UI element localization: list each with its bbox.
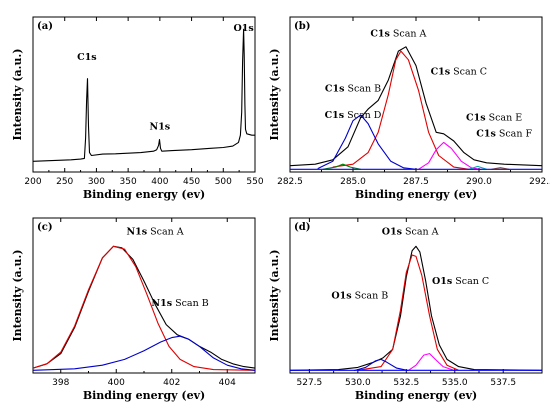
y-axis-label: Intensity (a.u.) [11,249,24,341]
x-tick-label: 300 [88,177,105,187]
panel-1: 200 250 300 350 400 450 500 550 Binding energy (… [11,16,264,201]
series-line-4 [418,141,482,171]
peak-annotation-element: C1s [77,52,97,63]
peak-annotation: O1s [233,23,253,34]
peak-annotation-element: O1s [432,276,452,287]
series-line-2 [332,50,469,170]
peak-annotation: C1s Scan C [431,66,487,77]
x-tick-label: 550 [246,177,263,187]
peak-annotation-element: O1s [233,23,253,34]
peak-annotation-element: O1s [331,291,351,302]
peak-annotation-element: N1s [127,227,148,238]
series-line-3 [353,358,409,372]
panel-label: (c) [37,222,53,233]
peak-annotation: O1s Scan A [382,227,439,238]
x-tick-label: 285.0 [340,177,366,187]
panel-4: 527.5 530.0 532.5 535.0 537.5 Binding energy … [268,217,543,402]
x-tick-label: 527.5 [297,378,323,388]
series-line-1 [289,46,543,167]
peak-annotation-scan: Scan F [496,129,533,140]
x-tick-label: 287.5 [403,177,429,187]
x-tick-label: 532.5 [393,378,419,388]
series-line-2 [357,254,459,371]
x-tick-label: 200 [24,177,41,187]
panel-2: 282.5 285.0 287.5 290.0 292.5 Binding energy … [268,16,550,201]
peak-annotation: C1s Scan E [466,113,522,124]
x-tick-label: 450 [183,177,200,187]
x-tick-label: 350 [120,177,137,187]
x-axis-label: Binding energy (ev) [355,188,477,201]
x-tick-label: 500 [215,177,232,187]
series-line-1 [32,28,255,162]
peak-annotation-element: C1s [466,113,486,124]
peak-annotation-element: N1s [150,121,171,132]
x-tick-label: 535.0 [442,378,468,388]
y-axis-label: Intensity (a.u.) [11,48,24,140]
peak-annotation-element: C1s [431,66,451,77]
series-line-1 [32,245,256,369]
x-tick-label: 282.5 [277,177,303,187]
peak-annotation-scan: Scan C [452,276,489,287]
peak-annotation: C1s Scan F [476,129,532,140]
y-axis-label: Intensity (a.u.) [268,249,281,341]
x-tick-label: 290.0 [466,177,492,187]
peak-annotation: O1s Scan B [331,291,388,302]
plot-frame [289,217,543,374]
series-line-1 [289,245,543,371]
peak-annotation-element: C1s [325,110,345,121]
panel-label: (b) [294,21,310,32]
peak-annotation-scan: Scan D [344,110,382,121]
x-tick-label: 537.5 [490,378,516,388]
x-tick-label: 400 [108,378,125,388]
peak-annotation-element: O1s [382,227,402,238]
x-tick-label: 250 [56,177,73,187]
peak-annotation: N1s [150,121,171,132]
peak-annotation: C1s Scan B [325,84,381,95]
series-line-3 [32,335,256,371]
peak-annotation-scan: Scan B [172,298,209,309]
panel-label: (d) [294,222,310,233]
peak-annotation: C1s Scan A [370,29,426,40]
peak-annotation-scan: Scan A [390,29,427,40]
series-line-5 [322,163,361,170]
x-tick-label: 400 [151,177,168,187]
x-axis-label: Binding energy (ev) [355,389,477,402]
series-line-6 [468,165,487,170]
x-tick-label: 398 [52,378,69,388]
panel-label: (a) [37,21,53,32]
peak-annotation-scan: Scan B [344,84,381,95]
peak-annotation-element: N1s [151,298,172,309]
x-axis-label: Binding energy (ev) [83,188,205,201]
x-tick-label: 404 [219,378,236,388]
peak-annotation: N1s Scan B [151,298,208,309]
peak-annotation-element: C1s [370,29,390,40]
x-tick-label: 530.0 [345,378,371,388]
peak-annotation-scan: Scan A [147,227,184,238]
peak-annotation-scan: Scan C [450,66,487,77]
y-axis-label: Intensity (a.u.) [268,48,281,140]
peak-annotation-scan: Scan A [402,227,439,238]
x-tick-label: 402 [163,378,180,388]
x-tick-label: 292.5 [529,177,550,187]
peak-annotation-scan: Scan B [352,291,389,302]
series-line-3 [317,114,417,170]
peak-annotation: N1s Scan A [127,227,184,238]
peak-annotation: C1s [77,52,97,63]
peak-annotation: C1s Scan D [325,110,382,121]
peak-annotation-element: C1s [476,129,496,140]
series-line-2 [32,245,256,371]
plot-frame [32,217,256,374]
peak-annotation-element: C1s [325,84,345,95]
peak-annotation-scan: Scan E [486,113,523,124]
panel-3: 398 400 402 404 Binding energy (ev) Intensity… [11,217,256,402]
series-line-4 [407,353,455,372]
peak-annotation: O1s Scan C [432,276,489,287]
x-axis-label: Binding energy (ev) [83,389,205,402]
plot-frame [32,16,256,173]
